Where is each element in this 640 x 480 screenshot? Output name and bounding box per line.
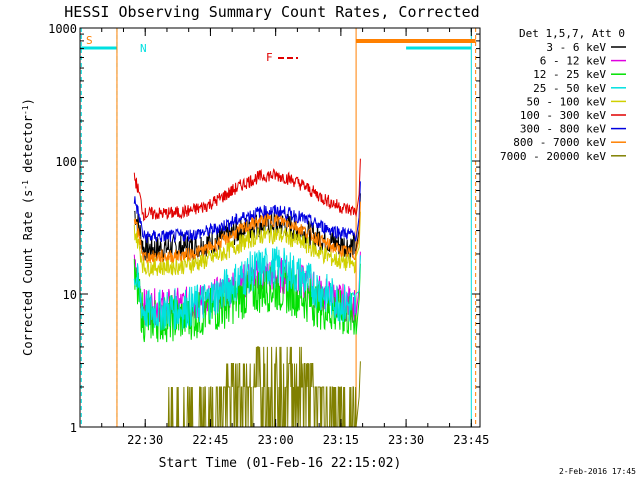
legend-label-6: 100 - 300 keV [520, 109, 606, 122]
x-tick-label: 22:30 [127, 433, 163, 447]
plot-area: S N F [80, 28, 477, 428]
y-axis-label-sup1: -1 [21, 180, 30, 190]
y-axis-label-main: Corrected Count Rate (s [21, 190, 35, 356]
x-tick-label: 22:45 [192, 433, 228, 447]
y-axis-label: Corrected Count Rate (s-1 detector-1) [21, 98, 36, 356]
legend-label-5: 50 - 100 keV [527, 95, 607, 108]
legend-label-1: 3 - 6 keV [546, 41, 606, 54]
y-tick-label: 1 [70, 421, 77, 435]
legend-label-7: 300 - 800 keV [520, 123, 606, 136]
series-line-8 [133, 201, 361, 264]
y-axis-label-sup2: -1 [21, 105, 30, 115]
legend-label-2: 6 - 12 keV [540, 55, 607, 68]
chart-title: HESSI Observing Summary Count Rates, Cor… [64, 3, 479, 21]
y-tick-label: 1000 [48, 22, 77, 36]
timestamp: 2-Feb-2016 17:45 [559, 467, 636, 476]
legend-label-4: 25 - 50 keV [533, 82, 606, 95]
series-line-6 [133, 158, 361, 222]
y-tick-label: 10 [63, 288, 77, 302]
x-tick-label: 23:30 [388, 433, 424, 447]
y-axis-label-mid: detector [21, 115, 35, 180]
legend-label-3: 12 - 25 keV [533, 68, 606, 81]
series-line-7 [133, 181, 361, 243]
x-tick-label: 23:15 [323, 433, 359, 447]
series-line-4 [133, 246, 361, 331]
y-tick-label: 100 [55, 155, 77, 169]
axes: 22:30 22:45 23:00 23:15 23:30 23:45 1 10 100 1000 [48, 22, 489, 447]
x-tick-label: 23:00 [258, 433, 294, 447]
x-tick-label: 23:45 [453, 433, 489, 447]
legend-label-9: 7000 - 20000 keV [500, 150, 606, 163]
night-label: N [140, 42, 147, 55]
series-line-5 [133, 211, 361, 278]
legend-title: Det 1,5,7, Att 0 [519, 27, 625, 40]
flare-label: F [266, 51, 273, 64]
plot-frame [79, 27, 481, 428]
y-axis-label-end: ) [21, 98, 35, 105]
legend-label-8: 800 - 7000 keV [513, 136, 606, 149]
series-line-9 [134, 346, 361, 428]
x-axis-label: Start Time (01-Feb-16 22:15:02) [159, 456, 402, 471]
saa-label: S [86, 34, 93, 47]
